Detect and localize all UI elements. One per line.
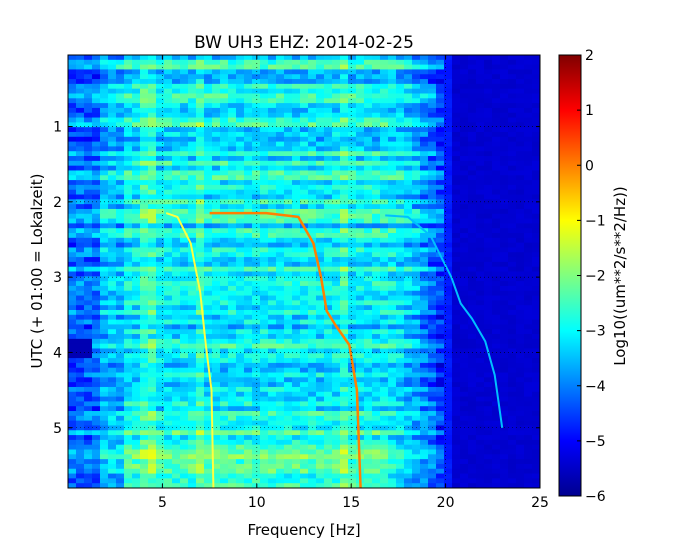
colorbar-tick-label: −6 — [585, 489, 606, 505]
colorbar-tick-label: 0 — [585, 158, 594, 174]
spectrogram-heatmap — [68, 55, 541, 489]
colorbar-tick-label: −4 — [585, 379, 606, 395]
colorbar-tick-label: 1 — [585, 103, 594, 119]
colorbar-tick-label: 2 — [585, 48, 594, 64]
x-tick-label: 5 — [158, 495, 167, 511]
x-tick-label: 10 — [248, 495, 266, 511]
colorbar-tick-label: −1 — [585, 213, 606, 229]
x-axis-label: Frequency [Hz] — [247, 521, 360, 539]
colorbar-label: Log10((um**2/s**2/Hz)) — [611, 186, 629, 366]
x-tick-label: 25 — [531, 495, 549, 511]
x-tick-label: 20 — [437, 495, 455, 511]
x-tick-label: 15 — [342, 495, 360, 511]
y-tick-label: 5 — [53, 421, 62, 437]
y-tick-label: 3 — [53, 270, 62, 286]
colorbar-tick-label: −2 — [585, 269, 606, 285]
y-tick-label: 1 — [53, 120, 62, 136]
colorbar-tick-label: −5 — [585, 434, 606, 450]
colorbar-tick-label: −3 — [585, 324, 606, 340]
y-axis-label: UTC (+ 01:00 = Lokalzeit) — [28, 173, 46, 368]
chart-title: BW UH3 EHZ: 2014-02-25 — [194, 33, 414, 53]
y-tick-label: 2 — [53, 195, 62, 211]
y-tick-label: 4 — [53, 345, 62, 361]
